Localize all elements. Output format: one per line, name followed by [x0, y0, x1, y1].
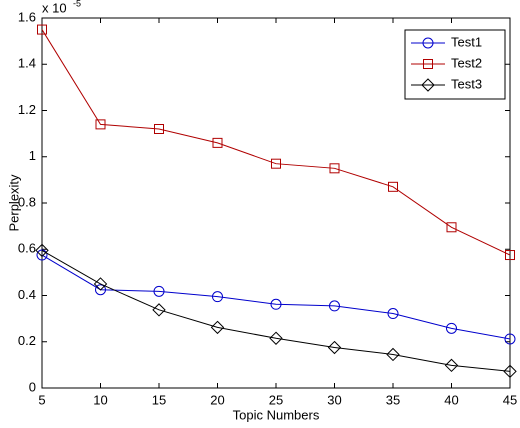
marker [270, 298, 282, 310]
y-tick-label: 0.2 [18, 333, 36, 348]
marker [327, 340, 342, 355]
marker [35, 243, 49, 258]
marker [329, 163, 340, 174]
x-tick-label: 35 [386, 392, 400, 407]
marker [36, 249, 48, 261]
marker [503, 364, 517, 379]
marker [446, 222, 457, 233]
y-tick-label: 0.4 [18, 287, 36, 302]
y-tick-label: 1.4 [18, 56, 36, 71]
y-tick-label: 0.8 [18, 194, 36, 209]
marker [444, 358, 459, 373]
marker [505, 250, 515, 261]
y-tick-label: 1.6 [18, 9, 36, 24]
marker [271, 158, 281, 169]
marker [210, 320, 225, 335]
y-axis-label: Perplexity [6, 174, 21, 232]
marker [37, 24, 47, 35]
series-line [41, 249, 511, 372]
y-multiplier-base: x 10 [42, 0, 67, 15]
marker [154, 124, 164, 134]
marker [388, 181, 398, 192]
marker [93, 277, 108, 291]
x-tick-label: 15 [152, 392, 166, 407]
x-tick-label: 45 [503, 392, 517, 407]
x-tick-label: 5 [38, 392, 45, 407]
marker [152, 303, 166, 317]
series-line [41, 29, 511, 256]
x-tick-label: 40 [444, 392, 458, 407]
series-line [41, 254, 511, 340]
x-tick-label: 25 [269, 392, 283, 407]
legend-label: Test2 [451, 55, 482, 70]
marker [95, 284, 106, 296]
y-tick-label: 1.2 [18, 102, 36, 117]
marker [423, 59, 433, 69]
marker [421, 78, 435, 92]
y-tick-label: 1 [29, 148, 36, 163]
x-axis-label: Topic Numbers [233, 407, 320, 422]
marker [387, 308, 399, 320]
y-multiplier-exponent: -5 [73, 0, 81, 8]
y-tick-label: 0 [29, 379, 36, 394]
marker [422, 37, 434, 49]
legend-label: Test3 [451, 76, 482, 91]
marker [212, 291, 223, 303]
x-tick-label: 20 [210, 392, 224, 407]
marker [329, 300, 340, 312]
y-tick-label: 0.6 [18, 241, 36, 256]
marker [212, 137, 223, 148]
marker [446, 322, 457, 334]
x-tick-label: 30 [327, 392, 341, 407]
marker [504, 333, 516, 345]
marker [95, 119, 106, 130]
marker [386, 347, 400, 362]
marker [153, 285, 165, 297]
x-tick-label: 10 [93, 392, 107, 407]
marker [269, 331, 283, 345]
legend-label: Test1 [451, 34, 482, 49]
